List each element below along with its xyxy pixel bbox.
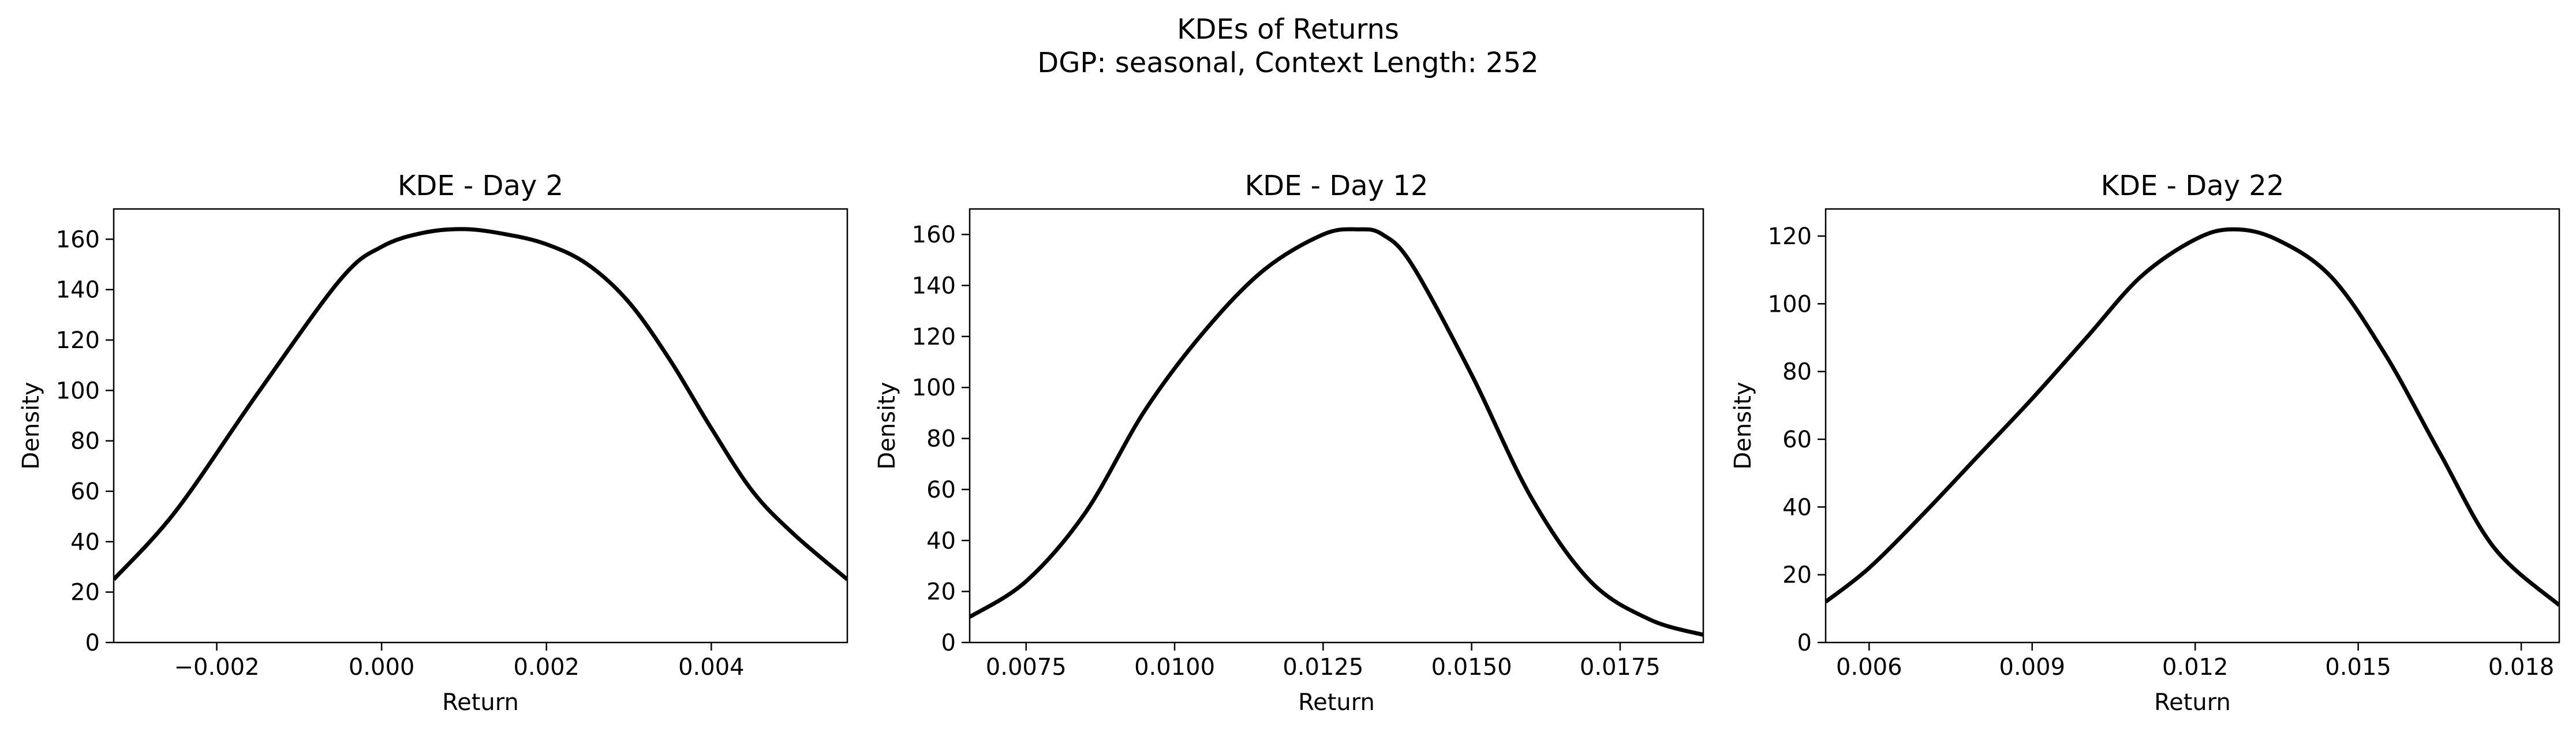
figure-subtitle: DGP: seasonal, Context Length: 252 xyxy=(1037,47,1539,79)
chart-3-x-tick-label: 0.018 xyxy=(2488,654,2555,681)
figure-title: KDEs of Returns xyxy=(1177,13,1399,46)
chart-2-title: KDE - Day 12 xyxy=(1245,170,1429,202)
chart-1-x-tick-label: −0.002 xyxy=(174,654,259,681)
chart-1-y-tick-label: 120 xyxy=(56,327,100,354)
chart-2-y-tick-label: 80 xyxy=(926,426,956,453)
chart-1-x-tick-label: 0.000 xyxy=(349,654,415,681)
chart-2-axes-frame xyxy=(969,208,1704,644)
chart-1-axes-frame xyxy=(113,208,848,644)
chart-2-x-tick-label: 0.0125 xyxy=(1283,654,1363,681)
chart-3-title: KDE - Day 22 xyxy=(2101,170,2285,202)
chart-1-y-tick-label: 0 xyxy=(85,630,100,656)
chart-1-y-tick-label: 140 xyxy=(56,277,100,304)
chart-2-y-label: Density xyxy=(874,382,900,469)
chart-1-x-tick-label: 0.004 xyxy=(678,654,745,681)
chart-1-x-tick-label: 0.002 xyxy=(513,654,579,681)
chart-3-x-tick-label: 0.012 xyxy=(2162,654,2229,681)
chart-3-y-tick-label: 40 xyxy=(1782,494,1812,521)
chart-3-axes-frame xyxy=(1824,208,2560,644)
chart-2-x-label: Return xyxy=(1298,689,1375,716)
chart-2-y-tick-label: 120 xyxy=(912,324,956,350)
chart-2-x-tick-label: 0.0075 xyxy=(986,654,1067,681)
chart-1-y-tick-label: 160 xyxy=(56,226,100,253)
chart-2-y-tick-label: 140 xyxy=(912,273,956,300)
chart-2-x-tick-label: 0.0175 xyxy=(1580,654,1661,681)
chart-2-y-tick-label: 100 xyxy=(912,375,956,401)
chart-1-y-label: Density xyxy=(18,382,44,469)
chart-2-x-tick-label: 0.0100 xyxy=(1134,654,1215,681)
chart-2: 0.0075 0.0100 0.0125 0.0150 0.0175 0 20 40 60 80 1… xyxy=(874,170,1704,716)
chart-3-x-tick-label: 0.015 xyxy=(2325,654,2391,681)
chart-3-kde-line xyxy=(1826,227,2559,607)
chart-2-x-tick-label: 0.0150 xyxy=(1431,654,1512,681)
chart-2-y-tick-label: 0 xyxy=(941,630,956,656)
chart-1-kde-line xyxy=(114,227,847,581)
chart-3: 0.006 0.009 0.012 0.015 0.018 0 20 40 60 80 100 120… xyxy=(1730,170,2560,716)
chart-2-y-tick-label: 40 xyxy=(926,528,956,554)
chart-1-y-tick-label: 60 xyxy=(70,479,100,505)
chart-3-y-tick-label: 100 xyxy=(1768,291,1812,317)
chart-1-y-tick-label: 40 xyxy=(70,529,100,555)
chart-3-y-tick-label: 80 xyxy=(1782,359,1812,386)
chart-1-y-tick-label: 80 xyxy=(70,428,100,455)
chart-1-y-tick-label: 100 xyxy=(56,378,100,404)
chart-3-x-label: Return xyxy=(2154,689,2231,716)
chart-1: −0.002 0.000 0.002 0.004 0 20 40 60 80 100 120 140 1… xyxy=(18,170,848,716)
chart-2-kde-line xyxy=(970,227,1703,637)
chart-3-y-tick-label: 120 xyxy=(1768,223,1812,250)
chart-3-x-tick-label: 0.009 xyxy=(1999,654,2066,681)
chart-3-x-tick-label: 0.006 xyxy=(1836,654,1902,681)
chart-1-title: KDE - Day 2 xyxy=(398,170,563,202)
chart-2-y-tick-label: 60 xyxy=(926,477,956,503)
chart-3-y-label: Density xyxy=(1730,382,1756,469)
chart-3-y-tick-label: 60 xyxy=(1782,427,1812,453)
chart-3-y-tick-label: 20 xyxy=(1782,562,1812,589)
chart-2-y-tick-label: 20 xyxy=(926,579,956,606)
chart-3-y-tick-label: 0 xyxy=(1797,630,1812,656)
chart-1-y-tick-label: 20 xyxy=(70,580,100,606)
chart-2-y-tick-label: 160 xyxy=(912,222,956,248)
chart-1-x-label: Return xyxy=(442,689,519,716)
